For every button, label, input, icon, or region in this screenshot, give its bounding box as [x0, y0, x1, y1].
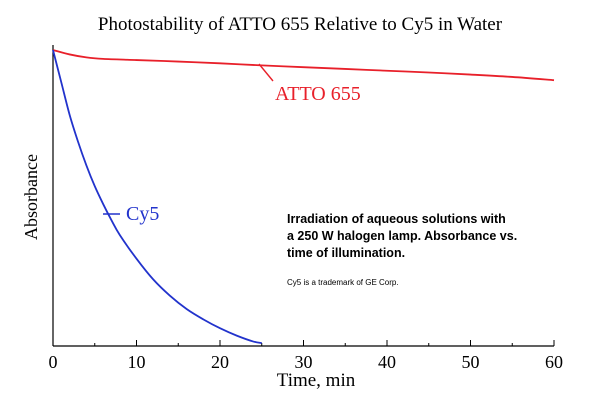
cy5-series-label: Cy5 [126, 203, 159, 225]
annotation-line-1: Irradiation of aqueous solutions with [287, 212, 506, 226]
annotation-line-3: time of illumination. [287, 246, 405, 260]
x-tick-label: 0 [49, 352, 58, 372]
chart-title: Photostability of ATTO 655 Relative to C… [98, 14, 503, 35]
x-tick-label: 50 [462, 352, 480, 372]
annotation-line-2: a 250 W halogen lamp. Absorbance vs. [287, 229, 517, 243]
x-tick-label: 60 [545, 352, 563, 372]
series-layer [52, 49, 555, 344]
trademark-note: Cy5 is a trademark of GE Corp. [287, 278, 399, 287]
x-ticks: 0 10 20 30 40 50 60 [49, 340, 563, 372]
atto655-series-line [52, 49, 555, 82]
x-tick-label: 40 [378, 352, 396, 372]
x-axis-label: Time, min [277, 370, 356, 391]
y-axis-label: Absorbance [21, 154, 41, 240]
cy5-series-line [52, 49, 262, 344]
x-tick-label: 30 [295, 352, 313, 372]
atto-leader-line [258, 63, 274, 82]
x-tick-label: 20 [211, 352, 229, 372]
x-tick-label: 10 [128, 352, 146, 372]
atto-series-label: ATTO 655 [275, 83, 361, 105]
